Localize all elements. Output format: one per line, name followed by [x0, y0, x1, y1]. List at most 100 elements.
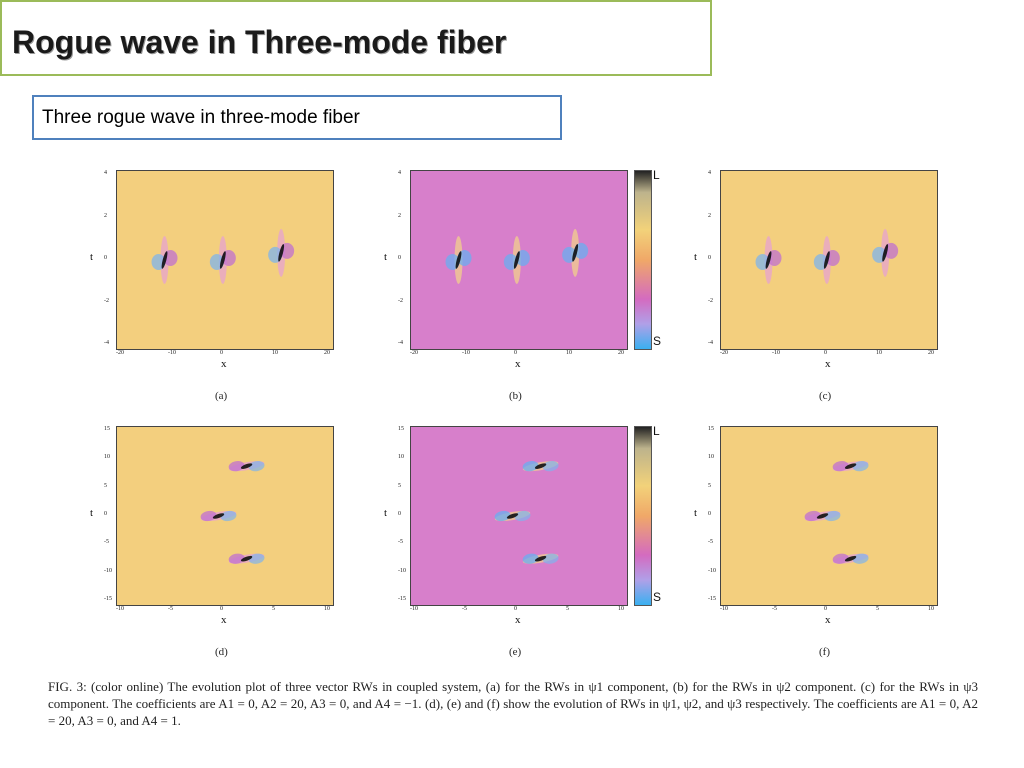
y-tick-label: 10: [104, 454, 110, 461]
rogue-wave-peak: [445, 236, 472, 284]
panel-label: (f): [819, 646, 830, 658]
rogue-wave-peak: [503, 236, 530, 284]
y-tick-label: -4: [398, 340, 403, 346]
x-tick-label: -20: [410, 350, 418, 356]
slide-title: Rogue wave in Three-mode fiber: [12, 24, 507, 60]
y-tick-label: -4: [104, 340, 109, 346]
subtitle-box: Three rogue wave in three-mode fiber: [32, 95, 562, 140]
y-tick-label: -2: [104, 297, 109, 304]
rogue-wave-peak: [522, 461, 559, 472]
y-tick-label: 2: [104, 212, 107, 219]
rogue-wave-peak: [228, 553, 265, 564]
rogue-wave-peak: [200, 510, 237, 522]
x-tick-label: 0: [514, 606, 517, 612]
panel-label: (c): [819, 390, 832, 402]
y-tick-label: -15: [708, 596, 716, 602]
x-tick-label: -20: [720, 350, 728, 356]
y-tick-label: -15: [104, 596, 112, 602]
y-tick-label: 4: [708, 170, 711, 176]
x-tick-label: -5: [168, 606, 173, 612]
y-tick-label: 4: [398, 170, 401, 176]
x-tick-label: 0: [824, 350, 827, 356]
x-axis-label: x: [221, 614, 227, 626]
y-tick-label: 0: [104, 511, 107, 517]
x-tick-label: 0: [220, 606, 223, 612]
panel-label: (e): [509, 646, 522, 658]
y-tick-label: -5: [708, 539, 713, 546]
x-tick-label: 5: [272, 606, 275, 612]
plot-area: [116, 170, 334, 350]
plot-area: [410, 170, 628, 350]
figure-panels: 4 2 0 -2 -4 -20 -10 0 10 20 t x (a) 4 2 0 -2 -4 -20 -10 0 10 2…: [88, 160, 958, 660]
rogue-wave-peak: [268, 228, 295, 277]
y-axis-label: t: [90, 251, 94, 263]
rogue-wave-peak: [562, 228, 589, 277]
y-tick-label: 10: [708, 454, 714, 461]
x-tick-label: 10: [324, 606, 330, 612]
y-tick-label: 0: [708, 511, 711, 517]
x-tick-label: 10: [272, 350, 278, 356]
x-tick-label: -10: [772, 350, 780, 356]
colorbar-bottom-label: S: [653, 334, 662, 348]
rogue-wave-peak: [832, 553, 869, 564]
x-axis-label: x: [515, 358, 521, 370]
figure-caption: FIG. 3: (color online) The evolution plo…: [48, 679, 978, 728]
rogue-wave-peak: [832, 461, 869, 472]
y-tick-label: -15: [398, 596, 406, 602]
y-tick-label: 2: [708, 212, 711, 219]
y-tick-label: 15: [708, 426, 714, 432]
colorbar-top-label: L: [653, 168, 660, 182]
y-axis-label: t: [384, 251, 388, 263]
y-tick-label: 15: [104, 426, 110, 432]
x-axis-label: x: [221, 358, 227, 370]
panel-d: 15 10 5 0 -5 -10 -15 -10 -5 0 5 10 t x (d): [90, 426, 372, 664]
panel-e: 15 10 5 0 -5 -10 -15 -10 -5 0 5 10 t x (e) L S: [384, 424, 666, 664]
x-tick-label: -10: [410, 606, 418, 612]
y-tick-label: 0: [104, 255, 107, 261]
rogue-wave-peak: [228, 461, 265, 472]
x-tick-label: -5: [772, 606, 777, 612]
y-axis-label: t: [694, 507, 698, 519]
x-tick-label: -10: [168, 350, 176, 356]
y-tick-label: 5: [398, 482, 401, 489]
x-tick-label: 20: [928, 350, 934, 356]
y-tick-label: -5: [104, 539, 109, 546]
y-tick-label: 10: [398, 454, 404, 461]
rogue-wave-peak: [755, 236, 782, 284]
colorbar: [634, 170, 652, 350]
panel-c: 4 2 0 -2 -4 -20 -10 0 10 20 t x (c): [694, 170, 976, 408]
y-tick-label: 5: [708, 482, 711, 489]
rogue-wave-peak: [151, 236, 178, 284]
x-axis-label: x: [825, 614, 831, 626]
y-tick-label: 2: [398, 212, 401, 219]
panel-label: (b): [509, 390, 522, 402]
x-tick-label: 5: [876, 606, 879, 612]
x-tick-label: 0: [220, 350, 223, 356]
plot-area: [116, 426, 334, 606]
x-tick-label: -20: [116, 350, 124, 356]
x-tick-label: -10: [462, 350, 470, 356]
y-tick-label: 15: [398, 426, 404, 432]
y-tick-label: 0: [398, 511, 401, 517]
x-tick-label: 10: [618, 606, 624, 612]
rogue-wave-peak: [813, 236, 840, 284]
y-tick-label: 0: [398, 255, 401, 261]
panel-label: (a): [215, 390, 228, 402]
x-tick-label: 5: [566, 606, 569, 612]
x-tick-label: 0: [824, 606, 827, 612]
colorbar-top-label: L: [653, 424, 660, 438]
x-tick-label: -5: [462, 606, 467, 612]
panel-b: 4 2 0 -2 -4 -20 -10 0 10 20 t x (b) L S: [384, 168, 666, 408]
plot-area: [720, 170, 938, 350]
y-tick-label: -10: [708, 567, 716, 574]
x-axis-label: x: [515, 614, 521, 626]
x-tick-label: -10: [720, 606, 728, 612]
y-tick-label: 5: [104, 482, 107, 489]
panel-f: 15 10 5 0 -5 -10 -15 -10 -5 0 5 10 t x (f): [694, 426, 976, 664]
y-tick-label: -4: [708, 340, 713, 346]
plot-area: [720, 426, 938, 606]
title-box: Rogue wave in Three-mode fiber: [0, 0, 712, 76]
y-axis-label: t: [694, 251, 698, 263]
y-tick-label: -10: [104, 567, 112, 574]
x-axis-label: x: [825, 358, 831, 370]
